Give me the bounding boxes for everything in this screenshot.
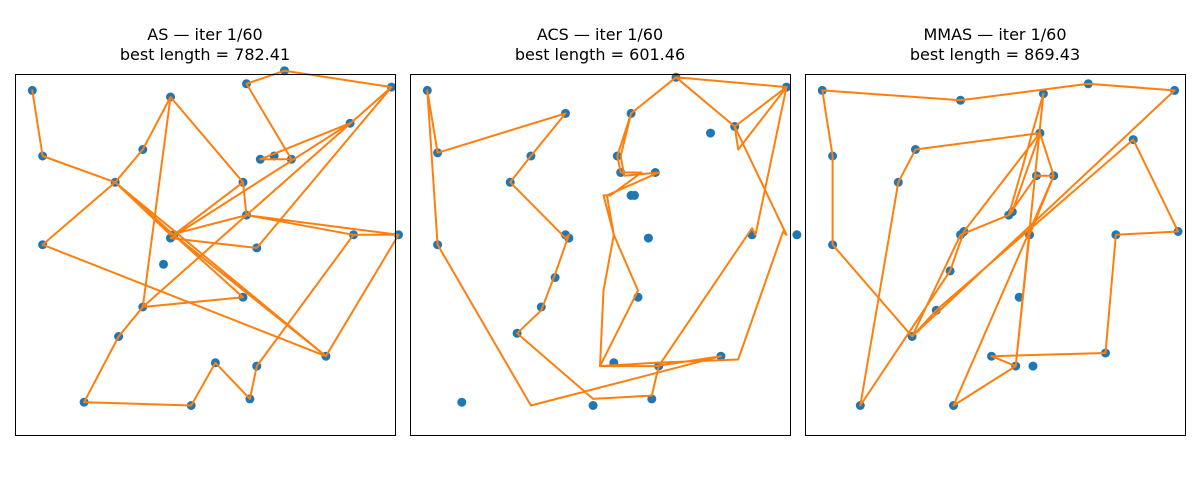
tour-route-mmas bbox=[821, 82, 1180, 407]
subplot-mmas-frame bbox=[805, 74, 1186, 436]
city-point-acs-12 bbox=[588, 401, 598, 410]
city-point-as-10 bbox=[159, 259, 168, 269]
city-point-acs-17 bbox=[643, 233, 653, 243]
city-point-acs-29 bbox=[792, 230, 802, 240]
tour-route-acs bbox=[426, 76, 788, 407]
tour-route-as bbox=[31, 69, 400, 407]
city-point-mmas-13 bbox=[1014, 292, 1024, 302]
city-point-acs-27 bbox=[706, 128, 715, 138]
city-point-acs-3 bbox=[457, 397, 467, 407]
subplot-as: AS — iter 1/60 best length = 782.41 bbox=[15, 25, 403, 436]
subplot-acs-title-line1: ACS — iter 1/60 bbox=[537, 25, 663, 44]
subplot-as-title-line2: best length = 782.41 bbox=[120, 45, 290, 64]
subplot-acs-frame bbox=[410, 74, 791, 436]
subplot-as-title-line1: AS — iter 1/60 bbox=[147, 25, 262, 44]
subplot-acs-marks bbox=[422, 72, 802, 410]
city-point-acs-19 bbox=[630, 190, 639, 200]
subplot-acs: ACS — iter 1/60 best length = 601.46 bbox=[410, 25, 802, 436]
subplot-mmas-title-line1: MMAS — iter 1/60 bbox=[923, 25, 1066, 44]
subplot-mmas-marks bbox=[817, 79, 1183, 410]
subplot-acs-title-line2: best length = 601.46 bbox=[515, 45, 685, 64]
subplot-as-frame bbox=[15, 74, 396, 436]
subplot-mmas: MMAS — iter 1/60 best length = 869.43 bbox=[805, 25, 1186, 436]
subplot-mmas-title-line2: best length = 869.43 bbox=[910, 45, 1080, 64]
city-point-mmas-6 bbox=[1028, 361, 1038, 371]
subplot-as-marks bbox=[27, 66, 403, 410]
